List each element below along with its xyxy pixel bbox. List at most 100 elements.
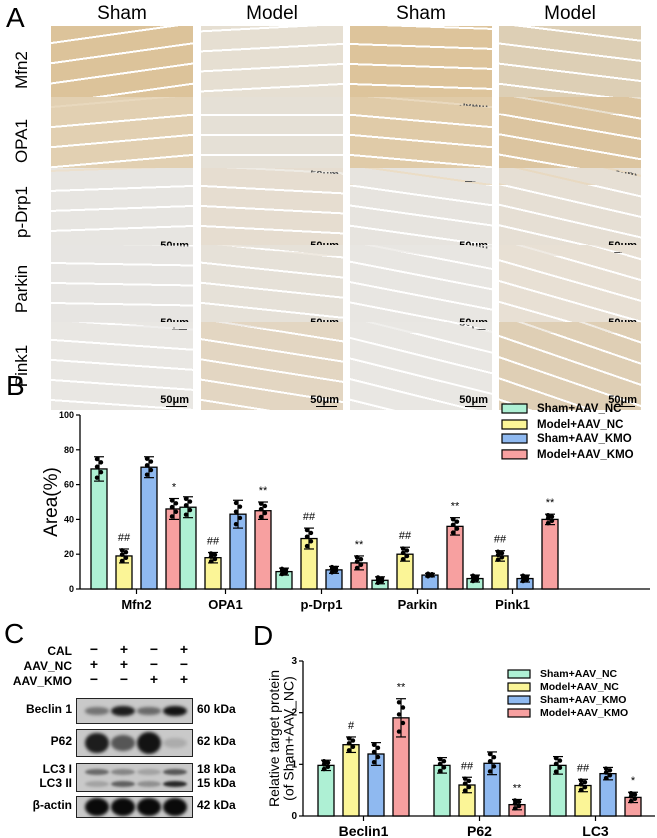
blot-strip-1	[76, 698, 193, 724]
y-tick-label: 40	[64, 514, 74, 524]
significance-mark: ##	[303, 511, 316, 523]
y-tick-label: 2	[291, 708, 297, 719]
condition-sign: +	[89, 656, 99, 672]
column-header-model: Model	[544, 3, 596, 24]
y-tick-label: 60	[64, 480, 74, 490]
histology-tile-pink1-1: 50μm	[51, 322, 193, 410]
legend-label: Sham+AAV_NC	[537, 403, 621, 415]
condition-sign: +	[179, 641, 189, 657]
x-category-label: P62	[467, 823, 492, 838]
y-tick-label: 100	[59, 410, 74, 420]
row-label-opa1: OPA1	[12, 118, 31, 164]
panel-b-letter: B	[6, 370, 25, 401]
y-tick-label: 1	[291, 759, 297, 770]
molecular-weight: 62 kDa	[197, 734, 236, 748]
x-category-label: Mfn2	[121, 597, 151, 612]
legend-swatch	[501, 449, 528, 460]
legend-label: Model+AAV_KMO	[540, 707, 628, 719]
legend-swatch	[501, 419, 528, 430]
condition-sign: −	[89, 671, 99, 687]
blot-label: LC3 II	[39, 776, 72, 790]
y-axis-label: Relative target protein	[266, 670, 282, 807]
significance-mark: **	[259, 485, 268, 497]
bar-beclin1-1	[317, 764, 335, 817]
x-category-label: Parkin	[398, 597, 438, 612]
bar-parkin-4	[446, 525, 464, 590]
panel-c-letter: C	[4, 618, 25, 649]
legend-swatch	[507, 695, 531, 705]
scale-bar: 50μm	[608, 394, 637, 406]
scale-bar: 50μm	[160, 394, 189, 406]
y-axis-label: (of Sham+AAV_NC)	[281, 676, 297, 801]
histology-tile-parkin-3: 50μm	[350, 245, 492, 333]
row-label-parkin: Parkin	[12, 264, 31, 314]
y-tick-label: 20	[64, 549, 74, 559]
significance-mark: ##	[461, 760, 474, 772]
condition-sign: −	[149, 641, 159, 657]
significance-mark: **	[355, 539, 364, 551]
scale-bar: 50μm	[459, 394, 488, 406]
blot-label: P62	[50, 734, 72, 748]
significance-mark: ##	[494, 534, 507, 546]
significance-mark: #	[348, 720, 355, 732]
column-header-sham: Sham	[396, 3, 446, 24]
molecular-weight: 60 kDa	[197, 702, 236, 716]
molecular-weight: 18 kDa	[197, 762, 236, 776]
y-tick-label: 3	[291, 656, 297, 667]
row-label-mfn2: Mfn2	[12, 51, 31, 89]
condition-sign: −	[119, 671, 129, 687]
y-tick-label: 80	[64, 445, 74, 455]
significance-mark: ##	[399, 530, 412, 542]
blot-label: LC3 I	[42, 762, 72, 776]
condition-sign: −	[179, 656, 189, 672]
bar-beclin1-2	[342, 744, 360, 817]
histology-tile-p-drp1-3: 50μm	[350, 168, 492, 256]
x-category-label: OPA1	[208, 597, 242, 612]
scale-bar: 50μm	[310, 394, 339, 406]
blot-label: Beclin 1	[25, 702, 72, 716]
blot-strip-2	[76, 729, 193, 757]
significance-mark: *	[631, 775, 636, 787]
condition-sign: +	[179, 671, 189, 687]
legend-swatch	[507, 708, 531, 718]
molecular-weight: 42 kDa	[197, 798, 236, 812]
legend-label: Sham+AAV_KMO	[540, 694, 626, 706]
significance-mark: **	[451, 501, 460, 513]
blot-strip-4	[76, 796, 193, 818]
condition-sign: +	[119, 641, 129, 657]
histology-tile-p-drp1-4: 50μm	[499, 168, 641, 256]
condition-label-cal: CAL	[47, 644, 72, 658]
x-category-label: Pink1	[495, 597, 530, 612]
histology-tile-pink1-3: 50μm	[350, 322, 492, 410]
legend-label: Model+AAV_NC	[540, 681, 619, 693]
legend-swatch	[501, 403, 528, 414]
bar-opa1-1	[179, 506, 197, 590]
legend-label: Model+AAV_NC	[537, 419, 623, 431]
molecular-weight: 15 kDa	[197, 776, 236, 790]
legend-label: Sham+AAV_KMO	[537, 433, 632, 445]
chart-b-area-percent: 0 20 40 60 80 100 Area(%) ## * Mfn2 ## ** OPA1 ## ** p-…	[41, 403, 650, 612]
bar-mfn2-1	[90, 468, 108, 590]
legend-swatch	[501, 433, 528, 444]
condition-sign: −	[149, 656, 159, 672]
panel-a-letter: A	[6, 2, 25, 33]
histology-tile-pink1-2: 50μm	[201, 322, 343, 410]
column-header-sham: Sham	[97, 3, 147, 24]
histology-tile-parkin-1: 50μm	[51, 245, 193, 333]
significance-mark: **	[546, 497, 555, 509]
condition-label-aav_nc: AAV_NC	[23, 659, 72, 673]
histology-tile-parkin-4: 50μm	[499, 245, 641, 333]
legend-swatch	[507, 669, 531, 679]
significance-mark: **	[513, 782, 522, 794]
legend-swatch	[507, 682, 531, 692]
histology-tile-parkin-2: 50μm	[201, 245, 343, 333]
condition-sign: −	[89, 641, 99, 657]
histology-tile-pink1-4: 50μm	[499, 322, 641, 410]
y-tick-label: 0	[69, 584, 74, 594]
condition-label-aav_kmo: AAV_KMO	[12, 674, 72, 688]
significance-mark: ##	[118, 532, 131, 544]
histology-tile-p-drp1-2: 50μm	[201, 168, 343, 256]
histology-tile-p-drp1-1: 50μm	[51, 168, 193, 256]
condition-sign: +	[119, 656, 129, 672]
significance-mark: ##	[577, 762, 590, 774]
